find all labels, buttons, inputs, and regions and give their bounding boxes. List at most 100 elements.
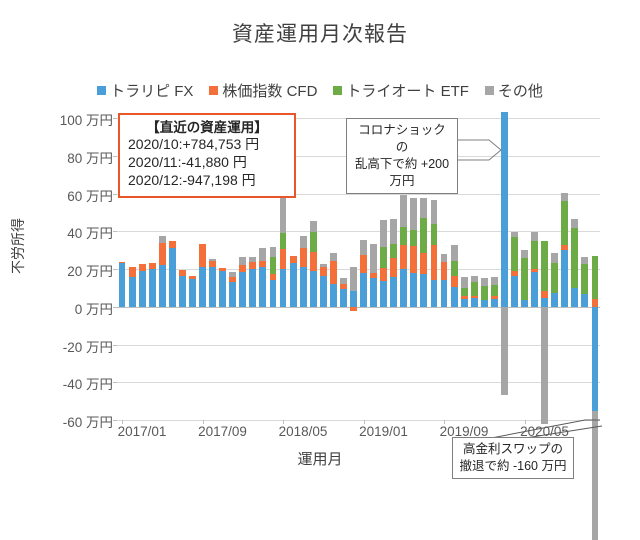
bar-segment-0 [581, 294, 589, 307]
bar-segment-0 [209, 267, 216, 307]
y-axis-tick-label: -40 万円 [62, 377, 113, 393]
bar-segment-0 [148, 269, 156, 307]
legend-item-3: その他 [484, 80, 543, 101]
bar-segment-3 [440, 253, 448, 263]
plot-area: 2017/01 2017/09 2018/05 2019/01 2019/09 2020/… [113, 112, 600, 540]
bar-segment-0 [219, 270, 227, 307]
bar-segment-1 [279, 249, 287, 269]
bar-column [490, 118, 498, 420]
bar-column [541, 118, 549, 424]
bar-segment-3 [309, 220, 317, 233]
bar-segment-1 [460, 296, 468, 300]
bar-segment-0 [350, 290, 357, 307]
bar-segment-0 [500, 112, 508, 342]
bar-segment-3 [480, 278, 488, 286]
x-tick [202, 420, 204, 424]
bar-segment-2 [460, 287, 468, 297]
bar-segment-3 [380, 219, 388, 248]
bar-segment-0 [511, 275, 518, 307]
bar-segment-2 [480, 285, 488, 301]
gridline-0 [117, 306, 600, 308]
y-axis-tick-label: 40 万円 [67, 226, 113, 242]
bar-column [500, 112, 508, 420]
bar-column [199, 118, 206, 420]
legend-swatch-icon-3 [484, 86, 494, 95]
bar-segment-0 [460, 299, 468, 307]
bar-segment-3 [430, 200, 438, 224]
bar-segment-1 [259, 260, 267, 268]
bar-segment-3 [410, 198, 418, 231]
bar-segment-3 [460, 277, 468, 288]
bar-segment-3 [339, 278, 347, 285]
bar-column [581, 118, 589, 420]
bar-segment-3 [370, 244, 377, 273]
bar-column [430, 118, 438, 420]
chart-legend: トラリピ FX 株価指数 CFD トライオート ETF その他 [0, 80, 640, 101]
bar-segment-3 [360, 239, 367, 255]
bar-segment-3 [249, 256, 257, 263]
bar-segment-3 [551, 252, 559, 264]
bar-segment-0 [480, 300, 488, 307]
bar-segment-0 [239, 271, 247, 307]
bar-segment-3 [259, 248, 267, 261]
bar-column [410, 118, 418, 420]
gridline-60 [117, 193, 600, 195]
bar-column [480, 118, 488, 420]
bar-column [269, 118, 277, 420]
y-tick-0 [113, 306, 117, 308]
bar-segment-0 [299, 267, 307, 307]
bar-segment-1 [289, 255, 297, 264]
bar-segment-0 [400, 269, 408, 307]
bar-segment-1 [209, 261, 216, 268]
gridline-20 [117, 269, 600, 270]
bar-segment-1 [440, 262, 448, 281]
x-axis-tick-label: 2018/05 [278, 424, 328, 439]
bar-segment-0 [410, 272, 418, 307]
bar-segment-0 [440, 280, 448, 307]
bar-column [209, 118, 216, 420]
bar-segment-1 [219, 268, 227, 271]
bar-segment-3 [390, 218, 398, 245]
gridline--20 [117, 344, 600, 346]
bars-layer [117, 112, 600, 540]
bar-segment-0 [430, 280, 438, 307]
bar-segment-0 [229, 282, 237, 307]
bar-column [571, 118, 579, 420]
x-axis-tick-label: 2017/01 [117, 424, 167, 439]
bar-segment-3 [239, 256, 247, 266]
bar-column [450, 118, 458, 420]
bar-column [329, 118, 337, 420]
bar-column [390, 118, 398, 420]
bar-segment-3 [470, 275, 478, 283]
bar-segment-3 [531, 232, 538, 241]
bar-column [229, 118, 237, 420]
bar-column [118, 118, 126, 420]
gridline--40 [117, 382, 600, 384]
bar-segment-1 [561, 245, 569, 251]
legend-label-3: その他 [497, 83, 543, 100]
bar-segment-0 [199, 267, 206, 307]
bar-segment-2 [531, 240, 538, 269]
bar-segment-1 [329, 260, 337, 285]
bar-segment-1 [430, 245, 438, 281]
bar-column [158, 118, 166, 420]
bar-column [138, 118, 146, 420]
bar-segment-1 [410, 246, 418, 273]
bar-column [249, 118, 257, 420]
bar-segment-3 [571, 218, 579, 229]
bar-segment-3 [319, 264, 327, 268]
bar-segment-0 [551, 292, 559, 307]
summary-line-1: 2020/11:-41,880 円 [128, 154, 247, 171]
bar-segment-0 [118, 263, 126, 307]
y-axis-tick-label: -60 万円 [62, 415, 113, 430]
bar-column [380, 118, 388, 420]
bar-segment-3 [350, 267, 357, 291]
bar-segment-2 [390, 244, 398, 258]
bar-segment-1 [239, 265, 247, 272]
bar-column [460, 118, 468, 420]
bar-segment-0 [561, 250, 569, 307]
bar-segment-2 [420, 218, 428, 253]
y-axis-tick-label: 20 万円 [67, 264, 113, 279]
bar-segment-3 [500, 306, 508, 396]
bar-segment-2 [541, 240, 549, 291]
